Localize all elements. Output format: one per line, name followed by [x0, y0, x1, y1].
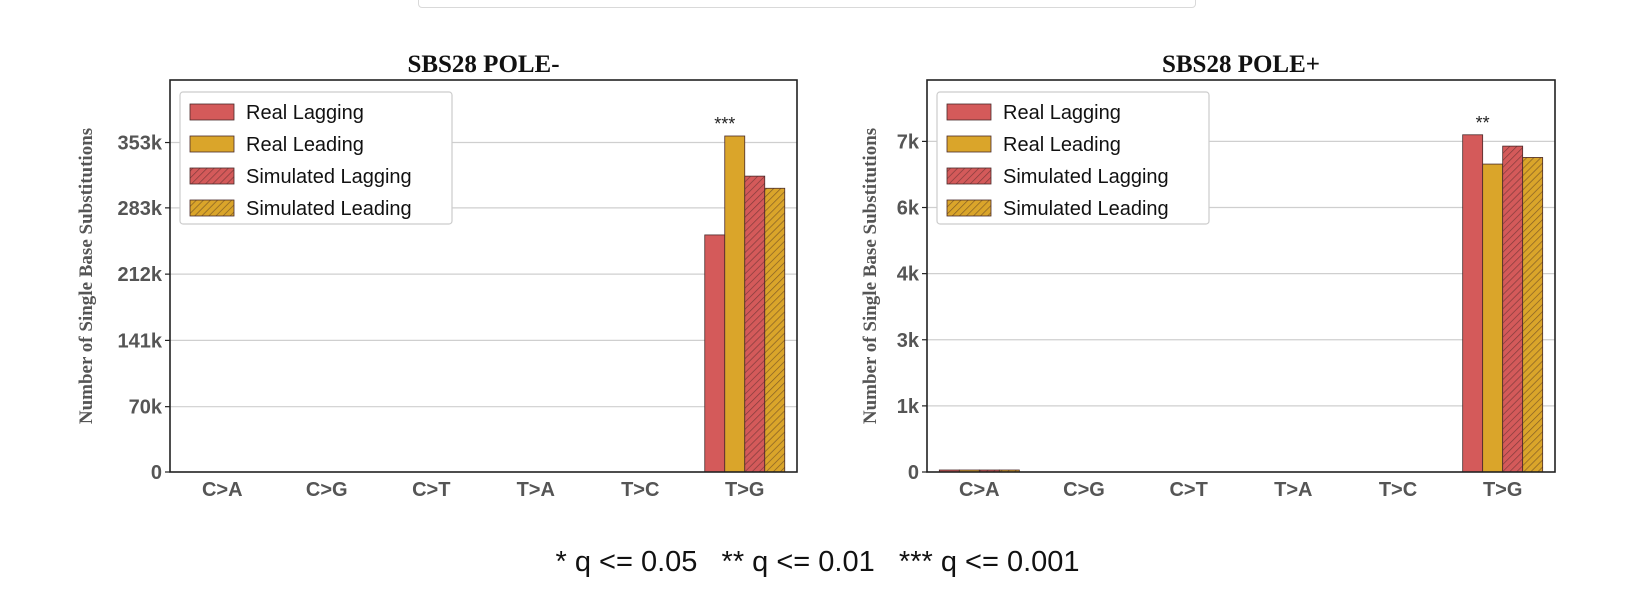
bar-real-leading [724, 135, 746, 473]
bar-real-leading [1482, 163, 1504, 473]
chart-title: SBS28 POLE- [407, 51, 559, 78]
legend-label: Simulated Lagging [1003, 166, 1169, 188]
chart-pole-minus: SBS28 POLE- C>A C>G C>T T>A T>C T>G *** 0 70k 141k… [76, 51, 798, 501]
x-tick-label: T>G [725, 479, 764, 501]
bar-real-lagging [1462, 134, 1484, 473]
y-tick-label: 7k [897, 131, 920, 153]
x-tick-label: T>C [621, 479, 659, 501]
bar-simulated-leading [764, 187, 786, 473]
x-tick-label: C>A [202, 479, 243, 501]
legend: Real Lagging Real Leading Simulated Laggin… [179, 91, 453, 225]
legend-swatch [946, 167, 992, 185]
bar-real-lagging [704, 234, 726, 473]
legend-label: Simulated Leading [246, 198, 412, 220]
x-tick-label: T>A [1274, 479, 1312, 501]
x-tick-label: C>T [412, 479, 450, 501]
chart-title: SBS28 POLE+ [1162, 51, 1320, 78]
y-tick-label: 6k [897, 198, 920, 220]
chart-pole-plus: SBS28 POLE+ C>A C>G C>T T>A T>C T>G ** 0 1k 3k 4k 6k… [860, 51, 1556, 501]
significance-annotation: *** [714, 114, 735, 134]
plot-frame [169, 79, 798, 473]
y-tick-label: 0 [151, 462, 162, 484]
legend-label: Real Lagging [246, 102, 364, 124]
y-tick-label: 353k [118, 133, 163, 155]
bar-simulated-leading [1522, 157, 1544, 473]
x-tick-label: C>G [1063, 479, 1105, 501]
y-tick-label: 212k [118, 264, 163, 286]
x-tick-label: C>A [959, 479, 1000, 501]
legend-label: Real Leading [1003, 134, 1121, 156]
legend-swatch [946, 199, 992, 217]
legend: Real Lagging Real Leading Simulated Laggin… [936, 91, 1210, 225]
significance-footnote: * q <= 0.05 ** q <= 0.01 *** q <= 0.001 [555, 546, 1080, 578]
y-tick-label: 141k [118, 330, 163, 352]
x-tick-label: C>T [1169, 479, 1207, 501]
y-tick-label: 283k [118, 198, 163, 220]
legend-swatch [189, 103, 235, 121]
legend-swatch [189, 199, 235, 217]
y-tick-label: 0 [908, 462, 919, 484]
legend-label: Real Lagging [1003, 102, 1121, 124]
y-tick-label: 70k [129, 397, 163, 419]
x-tick-label: T>A [517, 479, 555, 501]
x-tick-label: T>G [1483, 479, 1522, 501]
bar-simulated-lagging [1502, 145, 1524, 473]
y-tick-label: 3k [897, 330, 920, 352]
legend-swatch [189, 135, 235, 153]
y-tick-label: 1k [897, 396, 920, 418]
x-tick-label: C>G [306, 479, 348, 501]
y-axis-label: Number of Single Base Substitutions [76, 128, 97, 424]
legend-swatch [946, 103, 992, 121]
top-input-bar [418, 0, 1196, 8]
significance-annotation: ** [1476, 113, 1490, 133]
plot-frame [926, 79, 1556, 473]
legend-label: Simulated Leading [1003, 198, 1169, 220]
y-tick-label: 4k [897, 264, 920, 286]
legend-swatch [946, 135, 992, 153]
legend-label: Simulated Lagging [246, 166, 412, 188]
x-tick-label: T>C [1379, 479, 1417, 501]
y-axis-label: Number of Single Base Substitutions [860, 128, 881, 424]
legend-box [936, 91, 1210, 225]
bar-simulated-lagging [744, 175, 766, 473]
legend-box [179, 91, 453, 225]
legend-swatch [189, 167, 235, 185]
legend-label: Real Leading [246, 134, 364, 156]
